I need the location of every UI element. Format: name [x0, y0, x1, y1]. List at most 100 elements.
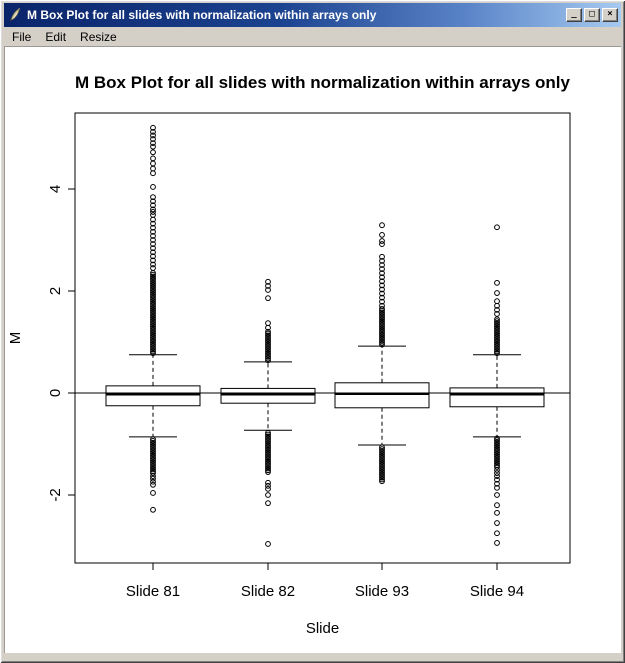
outlier-dense-lower — [379, 465, 385, 472]
box-slide-82 — [220, 387, 316, 404]
outlier-dense-upper — [150, 339, 156, 346]
outlier-dense-upper — [150, 298, 156, 305]
outlier-dense-upper — [265, 332, 271, 339]
menu-file[interactable]: File — [12, 29, 32, 44]
outlier-dense-lower — [150, 446, 156, 453]
outlier-point — [150, 481, 156, 488]
outlier-dense-lower — [379, 447, 385, 454]
x-tick-label: Slide 81 — [126, 583, 180, 600]
outlier-point — [494, 484, 500, 491]
outlier-dense-lower — [494, 455, 500, 461]
outlier-dense-upper — [265, 330, 271, 337]
outlier-point — [150, 149, 156, 156]
close-button[interactable]: × — [602, 8, 618, 22]
outlier-dense-lower — [150, 461, 156, 468]
outlier-dense-upper — [379, 314, 385, 321]
outlier-point — [150, 490, 156, 496]
outlier-dense-upper — [150, 316, 156, 323]
outlier-dense-lower — [150, 452, 156, 459]
outlier-dense-upper — [494, 316, 500, 323]
outlier-dense-upper — [494, 344, 500, 351]
outlier-dense-upper — [150, 330, 156, 337]
outlier-point — [150, 136, 156, 142]
outlier-dense-upper — [494, 348, 500, 355]
outlier-point — [150, 170, 156, 177]
outlier-point — [150, 478, 156, 485]
outlier-dense-upper — [265, 348, 271, 355]
outlier-point — [379, 232, 385, 238]
outlier-dense-upper — [379, 305, 385, 312]
outlier-dense-lower — [265, 467, 271, 474]
outlier-dense-upper — [494, 337, 500, 344]
outlier-dense-upper — [150, 294, 156, 301]
outlier-dense-upper — [494, 339, 500, 346]
outlier-point — [379, 270, 385, 277]
outlier-dense-upper — [150, 282, 156, 289]
feather-icon[interactable] — [7, 7, 23, 23]
outlier-point — [150, 206, 156, 213]
outlier-point — [265, 482, 271, 489]
outlier-dense-lower — [150, 464, 156, 471]
outlier-point — [494, 509, 500, 516]
outlier-dense-upper — [379, 320, 385, 327]
outlier-dense-upper — [150, 325, 156, 332]
maximize-button[interactable]: □ — [584, 8, 600, 22]
title-bar[interactable]: M Box Plot for all slides with normaliza… — [4, 3, 621, 27]
outlier-dense-upper — [150, 309, 156, 316]
outlier-point — [150, 224, 156, 231]
outlier-point — [494, 224, 500, 231]
outlier-dense-upper — [150, 289, 156, 296]
outlier-point — [150, 165, 156, 172]
outlier-dense-lower — [379, 460, 385, 467]
outlier-dense-upper — [150, 284, 156, 291]
outlier-dense-upper — [379, 332, 385, 339]
outlier-dense-upper — [150, 337, 156, 344]
y-tick-label: 0 — [47, 389, 64, 397]
outlier-dense-lower — [379, 451, 385, 458]
outlier-dense-lower — [379, 474, 385, 481]
outlier-dense-upper — [494, 350, 500, 357]
outlier-point — [494, 311, 500, 317]
outlier-dense-lower — [379, 476, 385, 483]
outlier-dense-lower — [494, 444, 500, 451]
outlier-dense-upper — [379, 339, 385, 346]
outlier-dense-upper — [494, 321, 500, 328]
outlier-dense-upper — [150, 344, 156, 351]
window-title: M Box Plot for all slides with normaliza… — [27, 8, 377, 22]
outlier-point — [379, 286, 385, 293]
y-tick-label: -2 — [47, 488, 64, 501]
outlier-point — [150, 233, 156, 239]
outlier-dense-upper — [379, 322, 385, 328]
outlier-point — [494, 540, 500, 546]
outlier-dense-upper — [150, 328, 156, 335]
outlier-point — [494, 279, 500, 286]
outlier-dense-lower — [265, 444, 271, 450]
outlier-dense-upper — [494, 328, 500, 335]
outlier-dense-upper — [150, 350, 156, 357]
outlier-point — [379, 262, 385, 268]
outlier-point — [265, 485, 271, 492]
outlier-dense-upper — [265, 350, 271, 357]
outlier-point — [494, 530, 500, 537]
outlier-point — [150, 228, 156, 235]
menu-edit[interactable]: Edit — [45, 29, 67, 44]
outlier-dense-lower — [265, 435, 271, 442]
outlier-point — [265, 283, 271, 289]
outlier-dense-lower — [150, 441, 156, 448]
outlier-dense-lower — [265, 458, 271, 465]
outlier-dense-upper — [379, 327, 385, 334]
outlier-dense-upper — [150, 343, 156, 349]
outlier-point — [379, 241, 385, 247]
outlier-point — [379, 266, 385, 272]
outlier-dense-upper — [265, 336, 271, 342]
outlier-dense-upper — [150, 348, 156, 355]
minimize-button[interactable]: _ — [566, 8, 582, 22]
outlier-point — [150, 140, 156, 146]
outlier-dense-upper — [150, 296, 156, 303]
plot-client-area: M Box Plot for all slides with normaliza… — [4, 46, 621, 653]
outlier-dense-upper — [379, 334, 385, 341]
outlier-dense-upper — [494, 330, 500, 337]
outlier-point — [379, 302, 385, 309]
menu-resize[interactable]: Resize — [80, 29, 117, 44]
